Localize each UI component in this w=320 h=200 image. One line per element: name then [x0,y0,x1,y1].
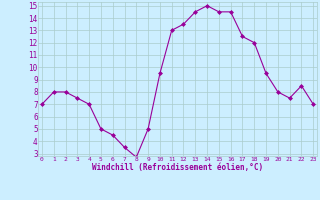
X-axis label: Windchill (Refroidissement éolien,°C): Windchill (Refroidissement éolien,°C) [92,163,263,172]
